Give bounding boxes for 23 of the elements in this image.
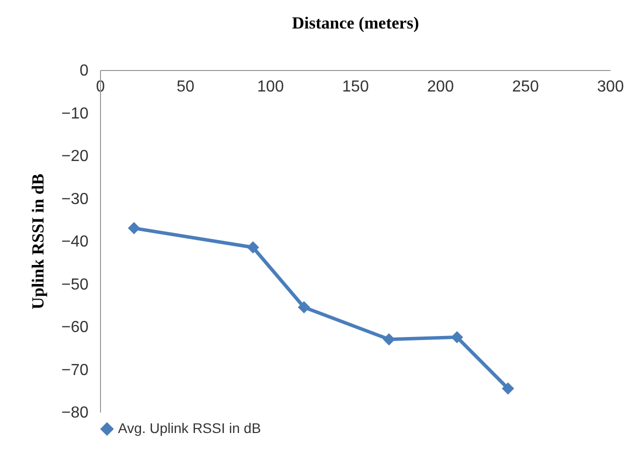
x-tick-label: 50 [176, 78, 194, 96]
point [298, 301, 310, 314]
x-tick-label: 200 [427, 78, 454, 96]
y-tick-label: −50 [61, 276, 89, 294]
y-tick-label: −20 [61, 148, 89, 165]
x-tick-label: 300 [597, 78, 624, 96]
y-tick-label: −80 [61, 404, 89, 422]
point [450, 331, 464, 344]
y-tick-label: −10 [61, 105, 89, 122]
point [128, 222, 140, 234]
point [246, 241, 260, 254]
x-tick-label: 100 [257, 78, 284, 96]
x-tick-label: 150 [342, 78, 369, 96]
y-tick-label: −30 [61, 190, 89, 208]
y-tick-label: 0 [80, 62, 89, 80]
y-tick-label: −60 [61, 319, 89, 336]
y-tick-label: −40 [61, 234, 89, 250]
y-tick-label: −70 [61, 362, 89, 379]
x-tick-label: 250 [512, 78, 539, 96]
point [502, 382, 514, 395]
y-axis-title: Uplink RSSI in dB [28, 174, 48, 310]
x-axis-title: Distance (meters) [292, 14, 419, 32]
legend-label: Avg. Uplink RSSI in dB [118, 420, 261, 436]
